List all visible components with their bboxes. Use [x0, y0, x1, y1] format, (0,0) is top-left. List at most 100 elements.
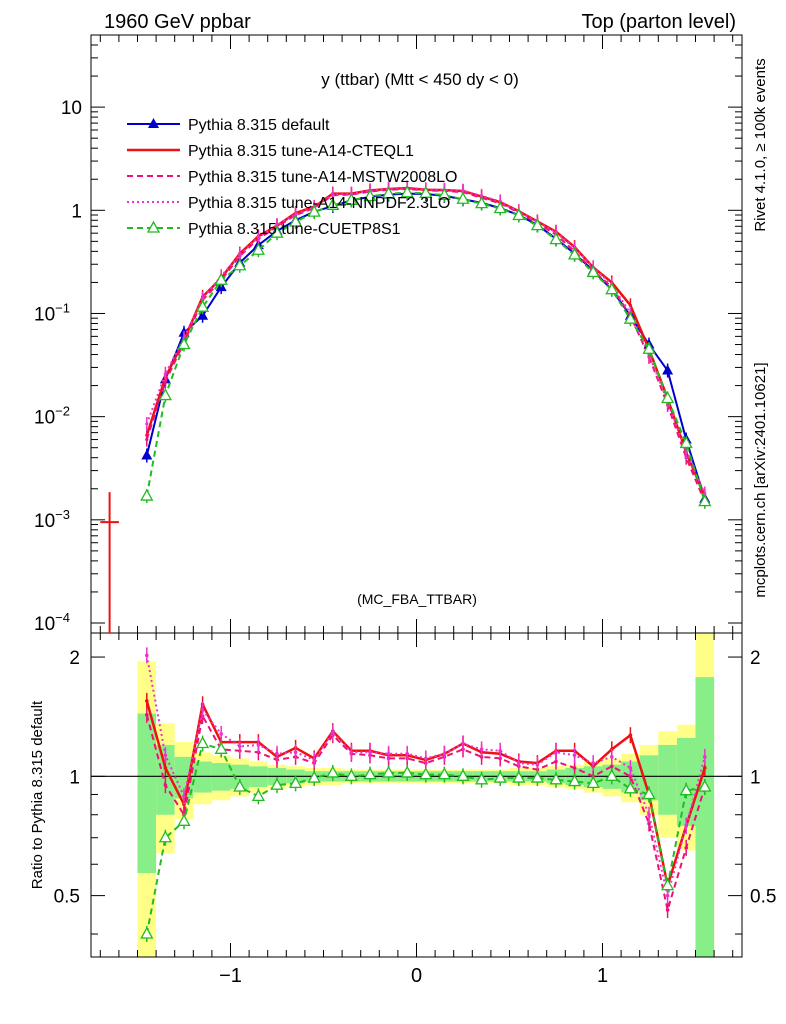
legend-marker-4 — [146, 220, 161, 233]
ratio-point — [196, 736, 210, 749]
data-point — [256, 235, 260, 239]
ratio-point — [182, 794, 186, 799]
ratio-point — [344, 768, 358, 781]
data-point — [623, 311, 637, 324]
ratio-tick-label-right: 1 — [750, 767, 761, 788]
ratio-point — [698, 779, 712, 792]
data-point — [326, 197, 340, 210]
ratio-point — [219, 732, 223, 736]
ratio-point — [665, 908, 670, 912]
y-tick-label: 10−3 — [34, 507, 70, 532]
data-point — [419, 185, 433, 198]
y-tick-exponent: −4 — [55, 610, 70, 625]
data-point — [294, 212, 298, 216]
ratio-tick-label: 1 — [69, 767, 80, 788]
ratio-bands — [137, 633, 715, 957]
data-point — [251, 242, 265, 255]
ratio-point — [554, 759, 558, 764]
ratio-point — [233, 779, 247, 792]
ratio-point — [312, 758, 317, 762]
ratio-band-green — [137, 713, 157, 874]
series-line-0 — [145, 192, 706, 500]
data-point — [238, 253, 242, 257]
data-point — [475, 196, 489, 209]
ratio-point — [163, 783, 168, 787]
ratio-point — [158, 830, 172, 843]
ratio-line-1 — [145, 713, 706, 911]
y-tick-exponent: −2 — [55, 404, 70, 419]
data-point — [549, 232, 563, 245]
x-tick-label: −1 — [219, 965, 242, 987]
data-point — [196, 299, 210, 312]
ratio-point — [610, 755, 614, 759]
ratio-point — [214, 741, 228, 754]
ratio-point — [293, 750, 298, 755]
ratio-point — [275, 751, 279, 756]
data-point — [177, 337, 191, 350]
ratio-point — [461, 741, 465, 746]
ratio-point — [591, 761, 595, 765]
y-tick-label: 10−2 — [34, 404, 70, 429]
ratio-point — [498, 748, 503, 753]
ratio-point — [238, 744, 242, 749]
ratio-point — [479, 747, 484, 752]
data-point — [214, 272, 228, 285]
data-point — [275, 223, 279, 227]
legend-label-2: Pythia 8.315 tune-A14-MSTW2008LO — [188, 169, 457, 186]
ratio-point — [368, 750, 372, 755]
ratio-point — [442, 751, 447, 756]
ratio-point — [605, 768, 619, 781]
ratio-point — [661, 878, 675, 891]
ratio-point — [610, 764, 614, 769]
analysis-watermark: (MC_FBA_TTBAR) — [357, 591, 477, 607]
y-tick-label: 10 — [61, 98, 82, 119]
ratio-point — [437, 767, 451, 780]
ratio-point — [586, 776, 600, 789]
main-series-group — [100, 180, 712, 633]
data-point — [642, 341, 656, 354]
ratio-point — [163, 753, 168, 758]
data-point — [197, 309, 209, 320]
ratio-point — [703, 755, 707, 759]
ratio-point — [400, 765, 414, 778]
data-point — [480, 194, 484, 198]
data-point — [270, 225, 284, 238]
data-point — [307, 204, 321, 217]
data-point — [684, 450, 688, 455]
ratio-point — [326, 765, 340, 778]
ratio-point — [703, 766, 707, 770]
ratio-point — [251, 789, 265, 802]
data-point — [145, 422, 149, 426]
legend-label-4: Pythia 8.315 tune-CUETP8S1 — [188, 221, 401, 238]
ratio-point — [512, 770, 526, 783]
ratio-point — [349, 750, 354, 755]
data-point — [661, 391, 675, 404]
ratio-point — [628, 774, 633, 779]
data-point — [605, 282, 619, 295]
data-point — [140, 488, 154, 501]
ratio-point — [535, 762, 540, 767]
data-point — [163, 372, 167, 376]
ratio-point — [405, 751, 410, 756]
data-point — [568, 247, 582, 260]
ratio-point — [549, 772, 563, 785]
data-point — [145, 437, 149, 442]
data-point — [201, 296, 205, 300]
legend-marker-0 — [148, 118, 159, 128]
ratio-point — [568, 774, 582, 787]
ratio-point — [623, 781, 637, 794]
ratio-point — [307, 770, 321, 783]
ratio-band-green — [658, 744, 677, 815]
data-point — [493, 201, 507, 214]
ratio-point — [177, 813, 191, 826]
ratio-point — [256, 743, 261, 747]
ratio-point — [628, 733, 633, 738]
ratio-point — [270, 777, 284, 790]
ratio-point — [679, 783, 693, 796]
ratio-point — [554, 750, 558, 755]
legend-label-3: Pythia 8.315 tune-A14-NNPDF2.3LO — [188, 195, 450, 212]
y-tick-label: 10−1 — [34, 300, 70, 325]
rivet-label: Rivet 4.1.0, ≥ 100k events — [752, 58, 769, 231]
ratio-point — [517, 761, 521, 765]
